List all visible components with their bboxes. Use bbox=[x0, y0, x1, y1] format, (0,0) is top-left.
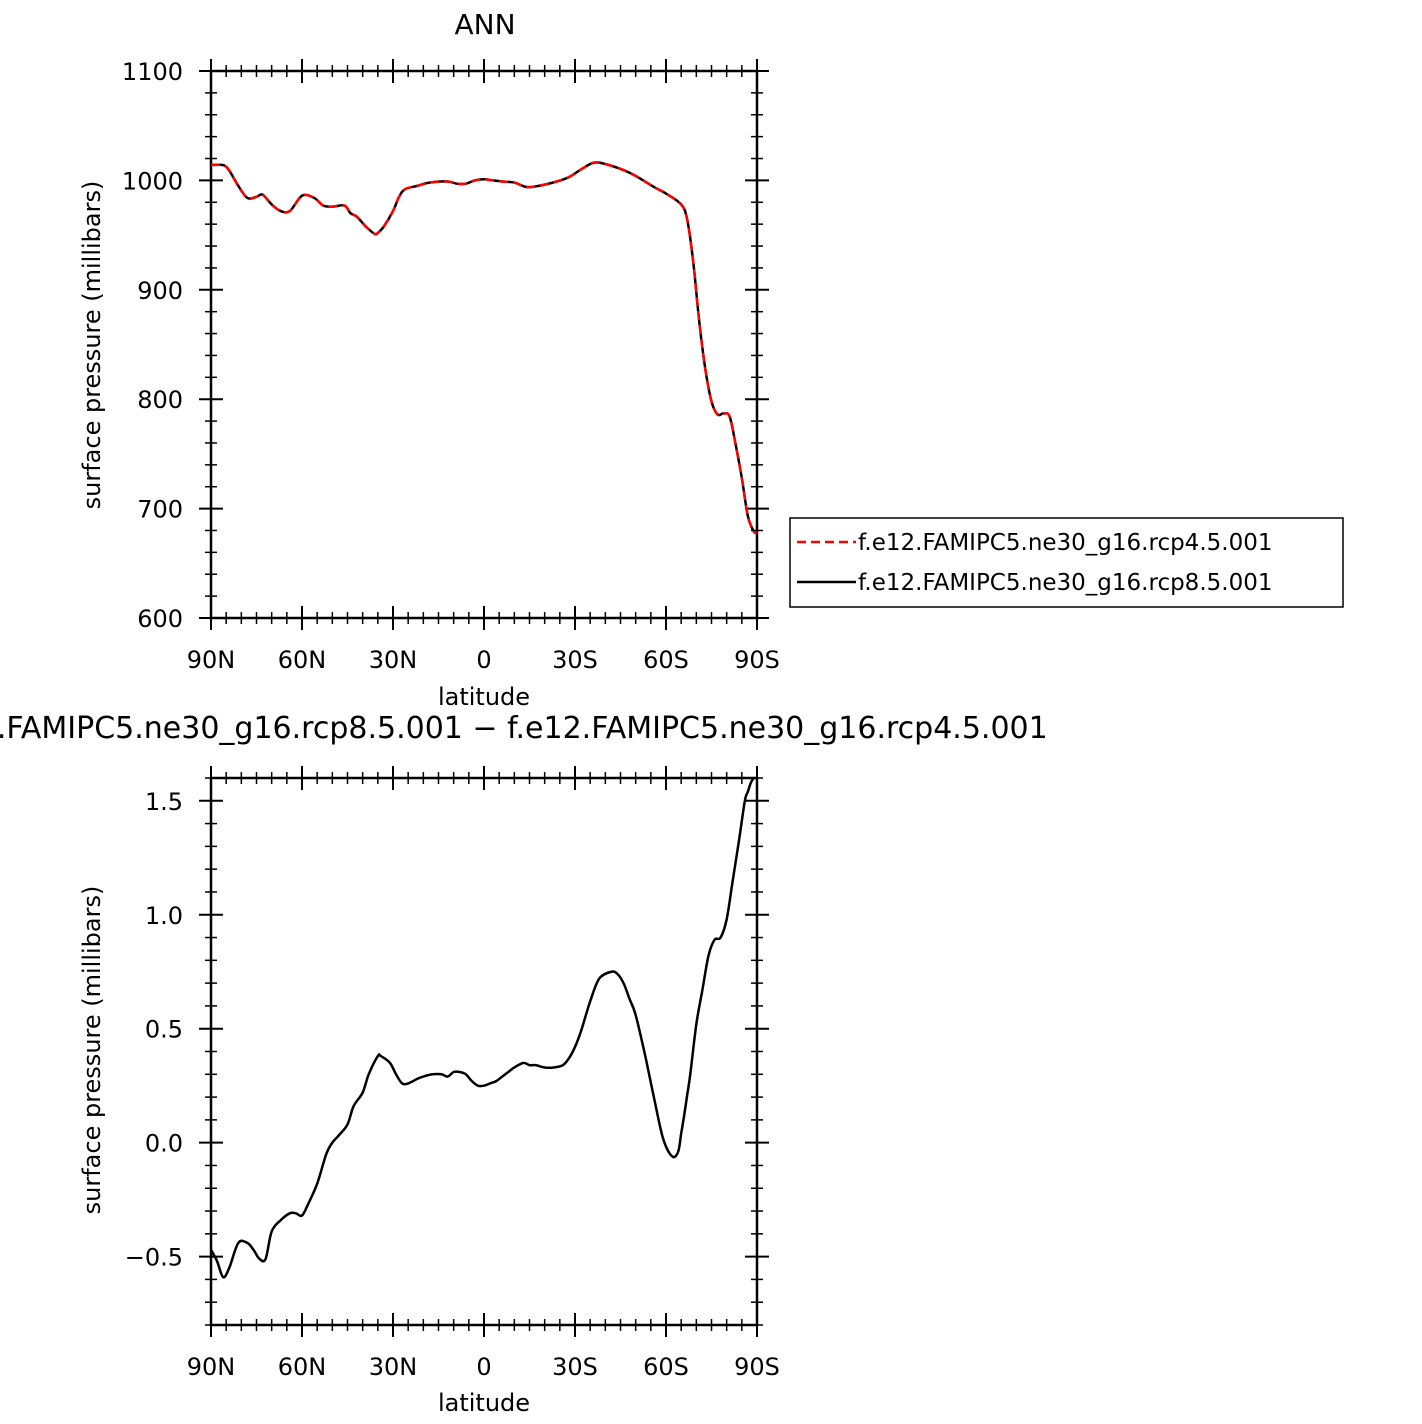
bottom-xtick-label-0: 90N bbox=[187, 1353, 236, 1381]
top-series-line-1 bbox=[211, 161, 757, 535]
top-xtick-label-2: 30N bbox=[369, 646, 418, 674]
bottom-ytick-label-3: 1.0 bbox=[145, 902, 183, 930]
bottom-ytick-label-0: −0.5 bbox=[125, 1244, 183, 1272]
top-ytick-label-4: 1000 bbox=[122, 167, 183, 195]
top-chart-title: ANN bbox=[454, 8, 515, 41]
bottom-xtick-label-3: 0 bbox=[476, 1353, 491, 1381]
legend-label-rcp45: f.e12.FAMIPC5.ne30_g16.rcp4.5.001 bbox=[858, 530, 1272, 556]
top-y-tick-labels: 600 700 800 900 1000 1100 bbox=[122, 58, 183, 633]
bottom-xtick-label-1: 60N bbox=[278, 1353, 327, 1381]
bottom-x-tick-labels: 90N 60N 30N 0 30S 60S 90S bbox=[187, 1353, 780, 1381]
top-series-line-0 bbox=[211, 161, 757, 535]
bottom-tick-marks bbox=[199, 766, 769, 1337]
legend-label-rcp85: f.e12.FAMIPC5.ne30_g16.rcp8.5.001 bbox=[858, 570, 1272, 596]
legend-box bbox=[789, 517, 1344, 608]
top-series-group bbox=[211, 161, 757, 535]
bottom-xtick-label-5: 60S bbox=[643, 1353, 689, 1381]
top-xtick-label-1: 60N bbox=[278, 646, 327, 674]
bottom-xtick-label-2: 30N bbox=[369, 1353, 418, 1381]
top-xtick-label-5: 60S bbox=[643, 646, 689, 674]
top-xtick-label-0: 90N bbox=[187, 646, 236, 674]
bottom-xtick-label-6: 90S bbox=[734, 1353, 780, 1381]
top-xtick-label-3: 0 bbox=[476, 646, 491, 674]
bottom-ytick-label-2: 0.5 bbox=[145, 1016, 183, 1044]
bottom-plot-frame bbox=[209, 776, 759, 1327]
bottom-series-line-0 bbox=[211, 778, 757, 1279]
top-tick-marks bbox=[199, 59, 769, 630]
bottom-xtick-label-4: 30S bbox=[552, 1353, 598, 1381]
top-xtick-label-4: 30S bbox=[552, 646, 598, 674]
top-ytick-label-0: 600 bbox=[137, 605, 183, 633]
top-ytick-label-3: 900 bbox=[137, 277, 183, 305]
bottom-y-tick-labels: −0.5 0.0 0.5 1.0 1.5 bbox=[125, 788, 183, 1272]
bottom-panel: f.e12.FAMIPC5.ne30_g16.rcp8.5.001 − f.e1… bbox=[0, 711, 1048, 1417]
bottom-y-axis-label: surface pressure (millibars) bbox=[78, 886, 106, 1215]
bottom-series-group bbox=[211, 778, 757, 1279]
top-ytick-label-5: 1100 bbox=[122, 58, 183, 86]
top-ytick-label-1: 700 bbox=[137, 496, 183, 524]
top-panel: ANN 600 700 800 900 1000 1100 90N 60N 30N 0 30S 60… bbox=[78, 8, 1344, 711]
top-xtick-label-6: 90S bbox=[734, 646, 780, 674]
top-ytick-label-2: 800 bbox=[137, 386, 183, 414]
bottom-ytick-label-4: 1.5 bbox=[145, 788, 183, 816]
bottom-x-axis-label: latitude bbox=[438, 1389, 530, 1417]
bottom-ytick-label-1: 0.0 bbox=[145, 1130, 183, 1158]
top-plot-frame bbox=[209, 69, 759, 620]
top-y-axis-label: surface pressure (millibars) bbox=[78, 181, 106, 510]
top-legend: f.e12.FAMIPC5.ne30_g16.rcp4.5.001 f.e12.… bbox=[789, 517, 1344, 608]
top-x-axis-label: latitude bbox=[438, 683, 530, 711]
top-x-tick-labels: 90N 60N 30N 0 30S 60S 90S bbox=[187, 646, 780, 674]
bottom-chart-title: f.e12.FAMIPC5.ne30_g16.rcp8.5.001 − f.e1… bbox=[0, 711, 1048, 746]
